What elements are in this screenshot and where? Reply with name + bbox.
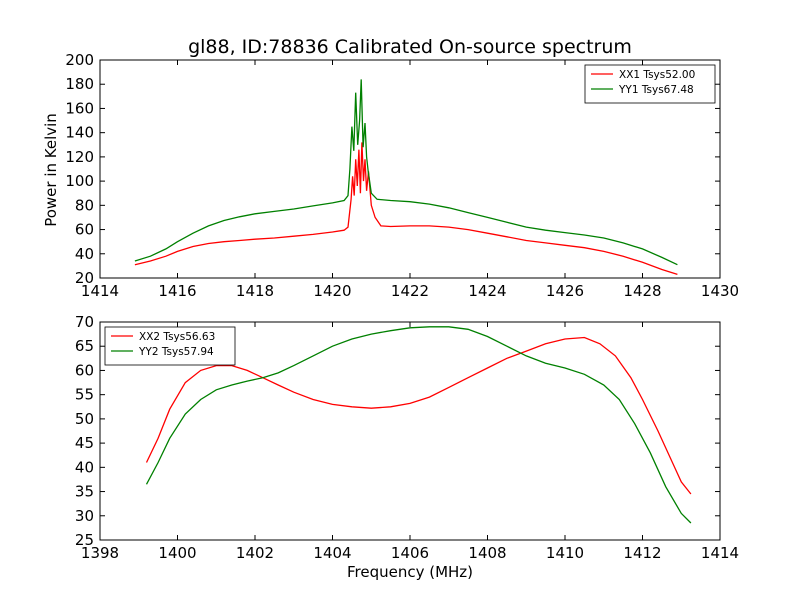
top-x-tick-label: 1420 bbox=[313, 282, 351, 300]
bottom-y-tick-label: 30 bbox=[75, 507, 94, 525]
top-y-tick-label: 60 bbox=[75, 221, 94, 239]
bottom-legend: XX2 Tsys56.63 YY2 Tsys57.94 bbox=[104, 326, 236, 366]
bottom-y-tick-label: 65 bbox=[75, 337, 94, 355]
top-x-tick-label: 1430 bbox=[701, 282, 739, 300]
top-legend: XX1 Tsys52.00 YY1 Tsys67.48 bbox=[584, 64, 716, 104]
bottom-x-tick-label: 1408 bbox=[468, 544, 506, 562]
top-x-tick-label: 1418 bbox=[236, 282, 274, 300]
bottom-spectrum-plot: 1398 1400 1402 1404 1406 1408 1410 1412 1414 25 30… bbox=[75, 313, 739, 562]
bottom-y-tick-label: 40 bbox=[75, 458, 94, 476]
top-legend-entry: YY1 Tsys67.48 bbox=[618, 84, 694, 96]
top-series-line-2 bbox=[134, 79, 678, 266]
chart-title: gl88, ID:78836 Calibrated On-source spec… bbox=[188, 36, 632, 58]
bottom-y-tick-label: 25 bbox=[75, 531, 94, 549]
top-y-tick-label: 100 bbox=[65, 172, 94, 190]
top-x-tick-label: 1422 bbox=[391, 282, 429, 300]
top-x-tick-label: 1416 bbox=[158, 282, 196, 300]
top-y-tick-label: 180 bbox=[65, 75, 94, 93]
top-x-tick-label: 1414 bbox=[81, 282, 119, 300]
bottom-x-tick-label: 1398 bbox=[81, 544, 119, 562]
bottom-x-axis-label: Frequency (MHz) bbox=[347, 563, 473, 581]
bottom-y-tick-label: 35 bbox=[75, 483, 94, 501]
top-x-tick-label: 1426 bbox=[546, 282, 584, 300]
bottom-y-tick-label: 45 bbox=[75, 434, 94, 452]
bottom-y-tick-label: 50 bbox=[75, 410, 94, 428]
bottom-legend-entry: YY2 Tsys57.94 bbox=[138, 346, 214, 358]
bottom-x-tick-label: 1400 bbox=[158, 544, 196, 562]
bottom-series-line-1 bbox=[145, 336, 692, 495]
top-y-tick-label: 200 bbox=[65, 51, 94, 69]
bottom-legend-entry: XX2 Tsys56.63 bbox=[139, 331, 215, 343]
bottom-x-tick-label: 1414 bbox=[701, 544, 739, 562]
bottom-y-tick-label: 55 bbox=[75, 386, 94, 404]
bottom-y-tick-label: 60 bbox=[75, 361, 94, 379]
top-y-tick-label: 40 bbox=[75, 245, 94, 263]
top-y-tick-label: 140 bbox=[65, 124, 94, 142]
bottom-x-tick-label: 1406 bbox=[391, 544, 429, 562]
bottom-y-tick-label: 70 bbox=[75, 313, 94, 331]
top-spectrum-plot: 1414 1416 1418 1420 1422 1424 1426 1428 1430 20 40… bbox=[65, 51, 739, 300]
top-x-tick-label: 1428 bbox=[623, 282, 661, 300]
top-legend-entry: XX1 Tsys52.00 bbox=[619, 69, 695, 81]
top-x-tick-label: 1424 bbox=[468, 282, 506, 300]
bottom-x-tick-label: 1412 bbox=[623, 544, 661, 562]
bottom-x-tick-label: 1402 bbox=[236, 544, 274, 562]
top-legend-box bbox=[584, 64, 716, 104]
bottom-legend-box bbox=[104, 326, 236, 366]
top-y-tick-label: 160 bbox=[65, 99, 94, 117]
bottom-x-tick-label: 1410 bbox=[546, 544, 584, 562]
bottom-x-tick-label: 1404 bbox=[313, 544, 351, 562]
bottom-series-line-2 bbox=[145, 326, 692, 524]
top-y-tick-label: 80 bbox=[75, 196, 94, 214]
top-y-axis-label: Power in Kelvin bbox=[42, 113, 60, 227]
top-y-tick-label: 120 bbox=[65, 148, 94, 166]
top-series-line-1 bbox=[134, 142, 678, 276]
top-y-tick-label: 20 bbox=[75, 269, 94, 287]
